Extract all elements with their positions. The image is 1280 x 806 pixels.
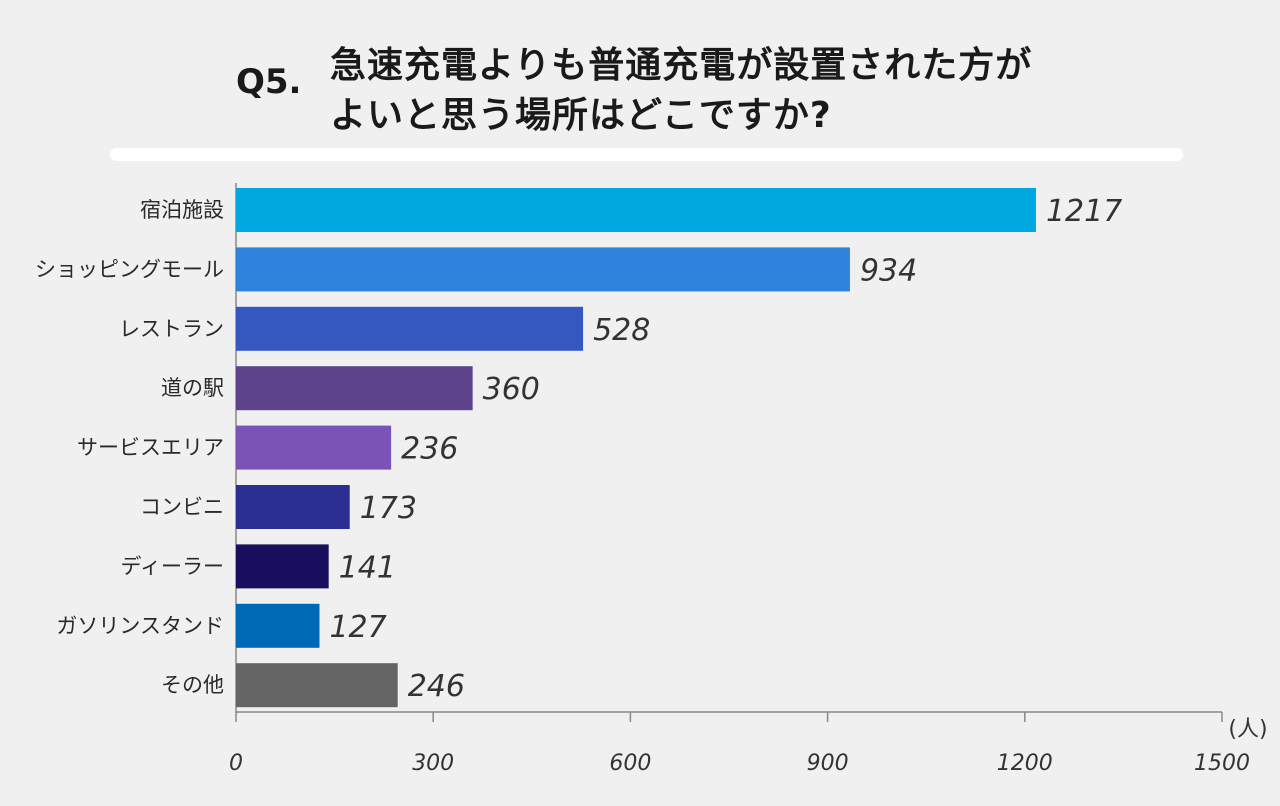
category-label: ガソリンスタンド: [56, 614, 224, 638]
value-label: 127: [329, 610, 386, 645]
bar: [236, 485, 350, 529]
category-label: ディーラー: [120, 554, 224, 578]
title-divider: [110, 148, 1183, 161]
category-label: ショッピングモール: [35, 257, 224, 281]
x-tick-label: 300: [412, 751, 454, 776]
x-tick-label: 1200: [997, 751, 1053, 776]
category-label: その他: [161, 673, 224, 697]
value-label: 1217: [1046, 194, 1122, 229]
value-label: 141: [339, 550, 396, 585]
x-tick-label: 1500: [1194, 751, 1250, 776]
value-label: 360: [483, 372, 540, 407]
bar: [236, 188, 1036, 232]
value-label: 528: [593, 313, 650, 348]
category-label: 道の駅: [161, 376, 224, 400]
x-tick-label: 0: [229, 751, 243, 776]
x-tick-label: 900: [807, 751, 849, 776]
bar: [236, 663, 398, 708]
category-label: 宿泊施設: [140, 198, 224, 222]
value-label: 934: [860, 253, 917, 288]
question-text-line1: 急速充電よりも普通充電が設置された方が: [330, 45, 1033, 86]
value-label: 236: [401, 432, 458, 467]
bar: [236, 306, 584, 351]
bar: [236, 425, 392, 470]
category-label: サービスエリア: [77, 436, 224, 460]
category-label: コンビニ: [140, 495, 224, 519]
value-label: 173: [360, 491, 417, 526]
x-tick-label: 600: [609, 751, 651, 776]
x-axis-unit: (人): [1228, 717, 1267, 742]
bar: [236, 603, 320, 648]
category-label: レストラン: [119, 317, 224, 341]
bar: [236, 366, 473, 411]
question-text-line2: よいと思う場所はどこですか?: [330, 95, 832, 136]
bar: [236, 247, 850, 292]
bar: [236, 544, 329, 589]
value-label: 246: [408, 669, 465, 704]
question-number: Q5.: [236, 62, 302, 102]
